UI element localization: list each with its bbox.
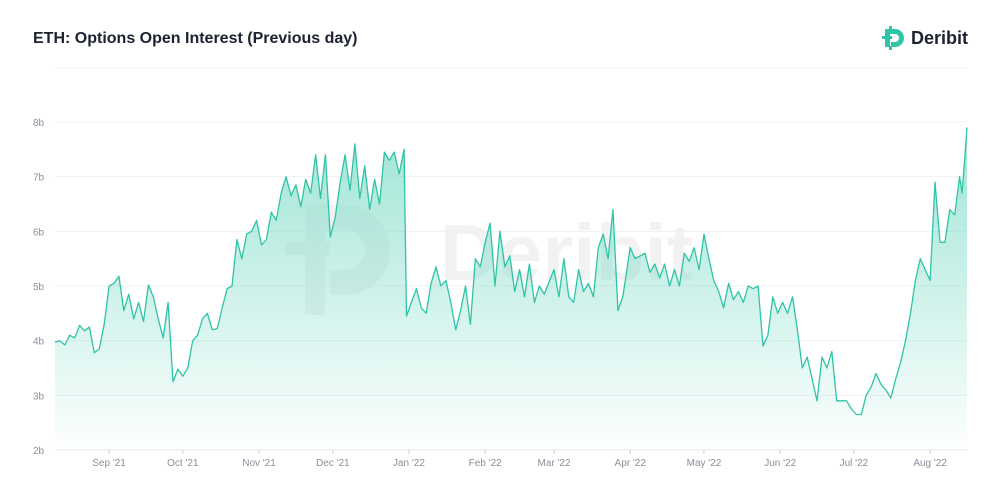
brand-name: Deribit [910,27,968,48]
x-tick-label: Jun '22 [764,458,796,469]
x-tick-label: Aug '22 [913,458,947,469]
area-fill [55,127,967,450]
y-tick-label: 4b [33,337,45,348]
x-tick-label: Dec '21 [316,458,350,469]
brand-logo: Deribit [881,26,968,50]
deribit-logo-icon [881,26,904,50]
y-tick-label: 3b [33,391,45,402]
series-line [54,127,968,416]
x-tick-label: Sep '21 [92,458,126,469]
y-axis: 2b 3b 4b 5b 6b 7b 8b [33,118,45,457]
y-tick-label: 8b [33,118,45,129]
x-axis: Sep '21 Oct '21 Nov '21 Dec '21 Jan '22 Feb '… [55,449,967,469]
x-tick-label: Nov '21 [242,458,276,469]
x-tick-label: Mar '22 [537,458,570,469]
x-tick-label: Apr '22 [615,458,647,469]
x-tick-label: Feb '22 [469,458,502,469]
y-tick-label: 7b [33,173,45,184]
y-tick-label: 5b [33,282,45,293]
page-title: ETH: Options Open Interest (Previous day… [33,30,358,47]
y-tick-label: 2b [33,446,45,457]
y-tick-label: 6b [33,227,45,238]
x-tick-label: Oct '21 [167,458,199,469]
x-tick-label: May '22 [687,458,722,469]
x-tick-label: Jul '22 [840,458,869,469]
x-tick-label: Jan '22 [393,458,425,469]
